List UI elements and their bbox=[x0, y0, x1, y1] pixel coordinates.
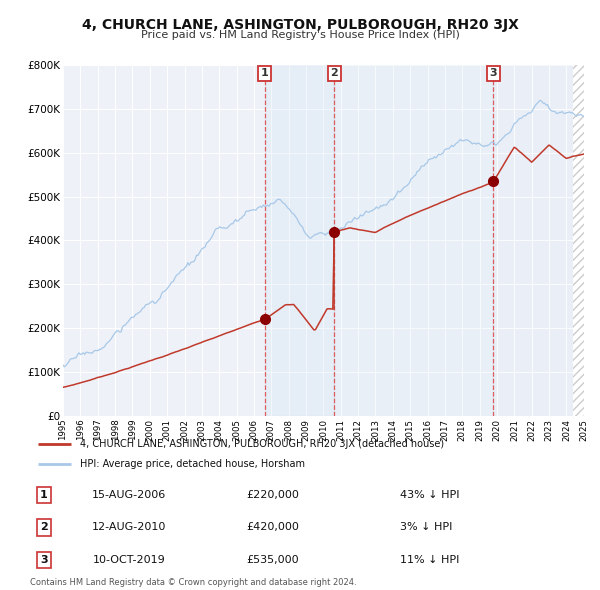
Text: 12-AUG-2010: 12-AUG-2010 bbox=[92, 523, 167, 532]
Bar bbox=[265, 65, 334, 416]
Text: 3: 3 bbox=[490, 68, 497, 78]
Text: £220,000: £220,000 bbox=[247, 490, 299, 500]
Bar bbox=[574, 65, 584, 416]
Text: £420,000: £420,000 bbox=[247, 523, 299, 532]
Text: 10-OCT-2019: 10-OCT-2019 bbox=[93, 555, 166, 565]
Text: 1: 1 bbox=[40, 490, 47, 500]
Bar bbox=[493, 65, 574, 416]
Text: Contains HM Land Registry data © Crown copyright and database right 2024.: Contains HM Land Registry data © Crown c… bbox=[30, 578, 356, 587]
Text: 3% ↓ HPI: 3% ↓ HPI bbox=[400, 523, 452, 532]
Text: 2: 2 bbox=[330, 68, 338, 78]
Text: 15-AUG-2006: 15-AUG-2006 bbox=[92, 490, 166, 500]
Text: HPI: Average price, detached house, Horsham: HPI: Average price, detached house, Hors… bbox=[80, 459, 305, 469]
Text: Price paid vs. HM Land Registry's House Price Index (HPI): Price paid vs. HM Land Registry's House … bbox=[140, 30, 460, 40]
Text: £535,000: £535,000 bbox=[247, 555, 299, 565]
Bar bbox=[574, 65, 584, 416]
Text: 43% ↓ HPI: 43% ↓ HPI bbox=[400, 490, 460, 500]
Text: 11% ↓ HPI: 11% ↓ HPI bbox=[400, 555, 459, 565]
Bar bbox=[334, 65, 493, 416]
Text: 2: 2 bbox=[40, 523, 47, 532]
Text: 4, CHURCH LANE, ASHINGTON, PULBOROUGH, RH20 3JX: 4, CHURCH LANE, ASHINGTON, PULBOROUGH, R… bbox=[82, 18, 518, 32]
Text: 3: 3 bbox=[40, 555, 47, 565]
Text: 1: 1 bbox=[261, 68, 269, 78]
Text: 4, CHURCH LANE, ASHINGTON, PULBOROUGH, RH20 3JX (detached house): 4, CHURCH LANE, ASHINGTON, PULBOROUGH, R… bbox=[80, 439, 444, 449]
